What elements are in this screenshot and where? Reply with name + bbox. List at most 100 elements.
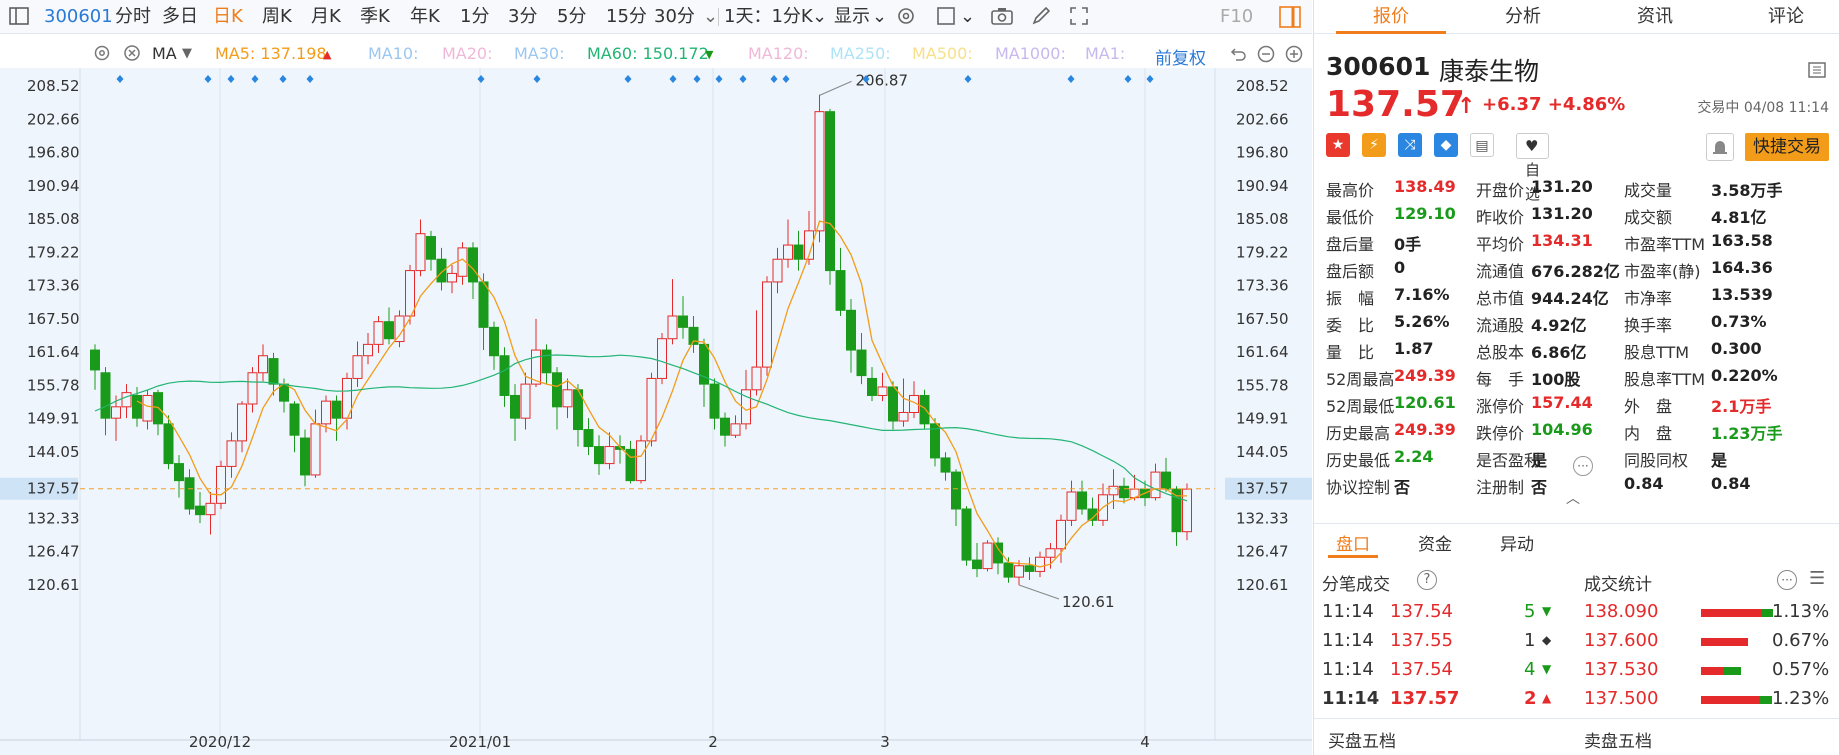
period-tab-30min[interactable]: 30分: [654, 6, 695, 27]
tab-sell-depth[interactable]: 卖盘五档: [1584, 732, 1652, 752]
toolbar-divider: [718, 8, 719, 26]
ma-indicator-select[interactable]: MA: [152, 44, 177, 63]
period-tab-3min[interactable]: 3分: [508, 6, 538, 27]
event-marker-icon: [1067, 75, 1075, 83]
quote-value: 13.539: [1711, 285, 1773, 304]
detail-panel-icon[interactable]: [1807, 60, 1827, 85]
period-tab-duori[interactable]: 多日: [162, 6, 198, 27]
tick-time: 11:14: [1322, 630, 1374, 651]
tab-comments[interactable]: 评论: [1768, 6, 1804, 27]
quote-row: 振 幅 7.16% 总市值 944.24亿 市净率 13.539: [1326, 285, 1836, 312]
help-question-icon[interactable]: ?: [1417, 570, 1437, 590]
candle-body-up: [373, 321, 384, 345]
candle-body-up: [657, 338, 667, 379]
kline-chart[interactable]: 208.52 208.52 202.66 202.66 196.80 196.80 190.…: [0, 68, 1312, 755]
fullscreen-icon[interactable]: [1068, 5, 1090, 27]
more-info-icon[interactable]: ···: [1573, 456, 1593, 476]
stat-price: 137.530: [1584, 659, 1659, 680]
display-dropdown[interactable]: 显示: [834, 6, 870, 27]
period-tab-5min[interactable]: 5分: [557, 6, 587, 27]
y-tick-label-right: 149.91: [1236, 410, 1289, 428]
stat-row: 137.500 1.23%: [1584, 688, 1834, 714]
period-tab-month-k[interactable]: 月K: [311, 6, 341, 27]
zoom-out-icon[interactable]: [1256, 44, 1276, 64]
period-more-chevron-icon[interactable]: ⌄: [703, 6, 719, 27]
list-view-icon[interactable]: ☰: [1809, 568, 1826, 589]
candle-body-down: [90, 349, 100, 371]
display-chevron-icon[interactable]: ⌄: [872, 6, 888, 27]
period-tab-quarter-k[interactable]: 季K: [360, 6, 390, 27]
alert-bell-icon[interactable]: [1706, 133, 1734, 161]
subtab-funds[interactable]: 资金: [1418, 535, 1452, 555]
tag-icon[interactable]: ◆: [1434, 133, 1458, 157]
y-tick-label-right: 126.47: [1236, 543, 1289, 561]
ma10-label: MA10:: [368, 44, 419, 63]
period-tab-1min[interactable]: 1分: [460, 6, 490, 27]
candle-body-down: [825, 111, 835, 272]
candle-body-down: [510, 394, 520, 419]
stats-title: 成交统计: [1584, 575, 1652, 595]
more-options-icon[interactable]: ···: [1777, 570, 1797, 590]
quick-trade-button[interactable]: 快捷交易: [1745, 133, 1829, 161]
tick-time: 11:14: [1322, 601, 1374, 622]
ma60-line: [94, 354, 1188, 502]
candle-body-down: [856, 349, 867, 377]
kline-setting-dropdown[interactable]: 1天：1分K: [724, 6, 813, 27]
panel-toggle-icon[interactable]: [1278, 5, 1302, 29]
ma120-label: MA120:: [748, 44, 809, 63]
subtab-orderbook[interactable]: 盘口: [1336, 535, 1370, 555]
ma-indicator-chevron-icon[interactable]: ▼: [182, 46, 192, 61]
y-tick-label-right: 167.50: [1236, 310, 1289, 328]
period-tab-15min[interactable]: 15分: [606, 6, 647, 27]
period-tab-week-k[interactable]: 周K: [262, 6, 292, 27]
candle-body-down: [993, 542, 1003, 564]
y-tick-label-left: 132.33: [27, 509, 80, 527]
add-watchlist-button[interactable]: ♥ 自选: [1516, 133, 1550, 203]
quote-value: 5.26%: [1394, 312, 1450, 331]
candle-body-up: [237, 403, 247, 442]
china-flag-icon[interactable]: ★: [1326, 133, 1350, 157]
ma-settings-gear-icon[interactable]: [92, 43, 112, 63]
tab-news[interactable]: 资讯: [1637, 6, 1673, 27]
quote-label: 昨收价: [1476, 208, 1525, 227]
kline-setting-chevron-icon[interactable]: ⌄: [812, 6, 828, 27]
event-marker-icon: [533, 75, 541, 83]
collapse-chevron-icon[interactable]: ︿: [1566, 491, 1580, 507]
draw-pen-icon[interactable]: [1030, 5, 1052, 27]
f10-button[interactable]: F10: [1220, 6, 1254, 27]
candle-body-down: [331, 400, 342, 419]
candle-body-down: [1087, 508, 1098, 521]
sidebar-toggle-icon[interactable]: [8, 5, 30, 27]
layout-square-icon[interactable]: [935, 5, 957, 27]
candle-body-up: [646, 377, 657, 442]
stat-row: 138.090 1.13%: [1584, 601, 1834, 627]
undo-icon[interactable]: [1228, 44, 1248, 64]
candle-body-down: [940, 457, 951, 473]
event-marker-icon: [782, 75, 790, 83]
ma-close-icon[interactable]: [122, 43, 142, 63]
subtab-movement[interactable]: 异动: [1500, 535, 1534, 555]
tab-analysis[interactable]: 分析: [1505, 6, 1541, 27]
tab-quote[interactable]: 报价: [1373, 6, 1409, 27]
period-tab-year-k[interactable]: 年K: [410, 6, 440, 27]
candle-body-up: [121, 392, 132, 408]
camera-icon[interactable]: [990, 5, 1014, 27]
shuffle-icon[interactable]: ⤨: [1398, 133, 1422, 157]
zoom-in-icon[interactable]: [1284, 44, 1304, 64]
quote-label: 成交额: [1624, 208, 1673, 227]
adjust-mode-button[interactable]: 前复权: [1155, 49, 1206, 69]
lightning-icon[interactable]: ⚡: [1362, 133, 1386, 157]
candle-body-up: [730, 423, 741, 436]
candle-body-up: [226, 440, 237, 467]
quote-label: 跌停价: [1476, 424, 1525, 443]
quote-label: 是否盈利: [1476, 451, 1541, 470]
quote-value: 104.96: [1531, 420, 1593, 439]
bookmark-icon[interactable]: ▤: [1470, 133, 1494, 157]
period-tab-day-k[interactable]: 日K: [213, 6, 243, 27]
tab-buy-depth[interactable]: 买盘五档: [1328, 732, 1396, 752]
settings-gear-icon[interactable]: [895, 5, 917, 27]
kline-chart-area[interactable]: 208.52 208.52 202.66 202.66 196.80 196.80 190.…: [0, 68, 1312, 755]
layout-chevron-icon[interactable]: ⌄: [960, 6, 976, 27]
period-tab-fenshi[interactable]: 分时: [115, 6, 151, 27]
y-tick-label-left: 144.05: [27, 443, 80, 461]
